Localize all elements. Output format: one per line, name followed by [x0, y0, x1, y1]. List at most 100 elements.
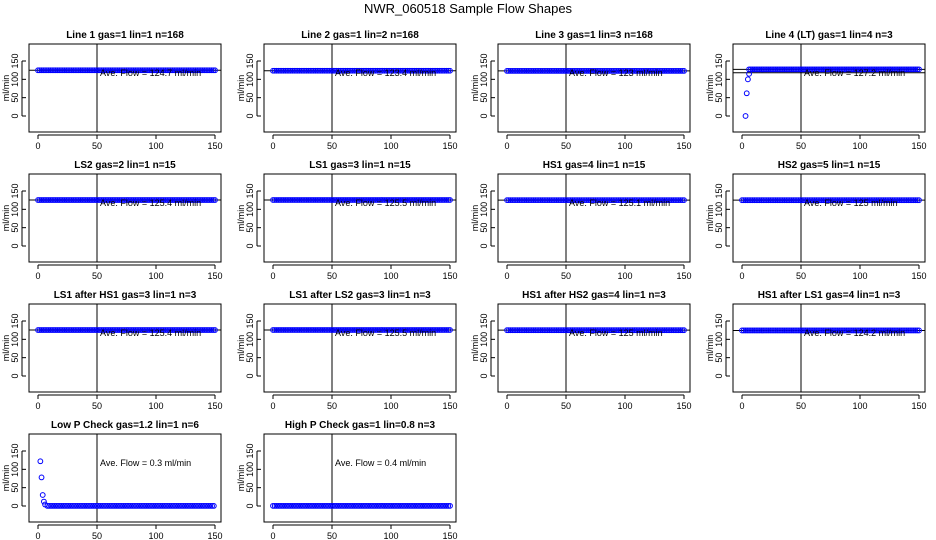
data-point	[180, 197, 187, 203]
data-point	[739, 327, 745, 334]
data-point	[370, 502, 377, 509]
data-point	[613, 327, 620, 334]
data-point	[342, 197, 349, 203]
data-point	[271, 67, 278, 74]
data-point	[445, 327, 452, 333]
data-point	[358, 502, 365, 509]
data-point	[820, 66, 827, 73]
data-point	[147, 502, 154, 509]
data-point	[355, 502, 361, 509]
data-point	[590, 327, 597, 334]
data-point	[395, 327, 402, 333]
data-point	[878, 327, 885, 334]
data-point	[432, 327, 439, 333]
data-point	[557, 327, 563, 334]
data-point	[35, 197, 41, 203]
data-point	[135, 197, 142, 203]
data-point	[397, 502, 404, 509]
data-point	[852, 197, 859, 204]
data-point	[663, 327, 670, 334]
data-point	[441, 502, 448, 509]
data-point	[381, 197, 388, 203]
data-point	[555, 197, 562, 204]
data-point	[191, 502, 198, 509]
data-point	[441, 197, 448, 203]
data-point	[104, 197, 110, 203]
data-point	[201, 327, 208, 333]
data-point	[332, 67, 338, 74]
data-point	[86, 67, 93, 74]
data-point	[386, 502, 393, 509]
data-point	[321, 327, 328, 333]
data-point	[889, 327, 896, 334]
data-point	[171, 502, 178, 509]
data-point	[633, 197, 640, 204]
data-point	[585, 68, 592, 74]
data-point	[123, 327, 130, 333]
data-point	[845, 327, 852, 334]
data-point	[573, 197, 579, 204]
data-point	[900, 197, 906, 204]
data-point	[581, 68, 588, 74]
data-point	[360, 502, 367, 509]
data-point	[182, 197, 188, 203]
data-point	[206, 197, 213, 203]
data-point	[342, 67, 349, 74]
plot-frame	[28, 173, 222, 263]
data-point	[185, 67, 192, 74]
data-point	[755, 327, 761, 334]
data-point	[86, 327, 93, 333]
data-point	[509, 327, 516, 334]
data-point	[390, 197, 397, 203]
data-point	[385, 67, 391, 74]
data-point	[863, 197, 869, 204]
data-point	[378, 67, 384, 74]
data-point	[587, 68, 594, 74]
data-point	[790, 197, 797, 204]
data-point	[894, 197, 901, 204]
data-point	[385, 502, 391, 509]
data-point	[544, 327, 551, 334]
data-point	[376, 327, 383, 333]
data-point	[592, 197, 599, 204]
data-point	[799, 66, 806, 73]
data-point	[558, 197, 565, 204]
data-point	[441, 67, 448, 74]
data-point	[130, 197, 137, 203]
plot-frame	[28, 43, 222, 133]
data-point	[548, 68, 555, 74]
data-point	[107, 197, 114, 203]
data-point	[878, 197, 885, 204]
data-point	[429, 327, 436, 333]
data-point	[596, 68, 602, 74]
data-point	[574, 327, 581, 334]
data-point	[399, 502, 406, 509]
data-point	[870, 197, 876, 204]
data-point	[63, 327, 70, 333]
data-point	[894, 66, 901, 73]
data-point	[370, 67, 377, 74]
data-point	[557, 197, 563, 204]
data-point	[392, 502, 399, 509]
panel-1: Line 1 gas=1 lin=1 n=168ml/min0501001500…	[1, 30, 223, 151]
data-point	[326, 67, 333, 74]
data-point	[668, 327, 675, 334]
data-point	[134, 502, 141, 509]
data-point	[385, 197, 391, 203]
data-point	[783, 197, 790, 204]
data-point	[848, 197, 855, 204]
data-point	[672, 197, 679, 204]
data-point	[97, 502, 104, 509]
data-point	[79, 197, 86, 203]
data-point	[420, 67, 427, 74]
data-point	[781, 197, 788, 204]
data-point	[301, 67, 308, 74]
data-point	[870, 327, 876, 334]
data-point	[347, 327, 354, 333]
x-tick-label: 50	[561, 401, 571, 411]
data-point	[280, 327, 287, 333]
data-point	[596, 327, 602, 334]
data-point	[548, 327, 555, 334]
data-point	[566, 327, 572, 334]
